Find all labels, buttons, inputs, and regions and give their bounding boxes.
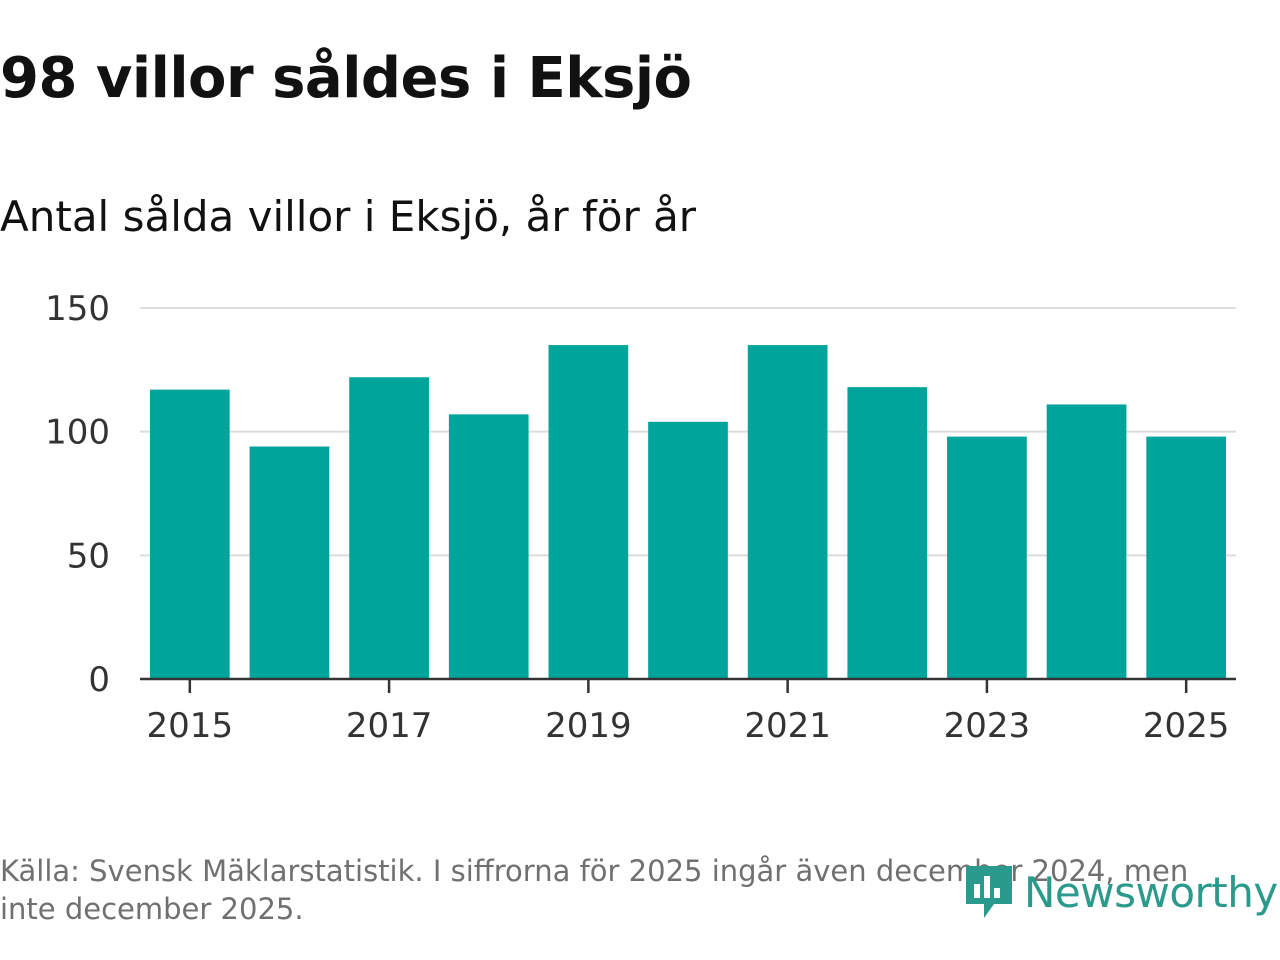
bar-2024 (1046, 404, 1127, 679)
bar-2019 (548, 345, 629, 679)
bars (149, 345, 1227, 679)
bar-2023 (947, 436, 1027, 679)
x-tick-label: 2023 (944, 706, 1031, 746)
x-tick-label: 2021 (744, 706, 831, 746)
bar-chart: 0 50 100 150 2015 2017 2019 2021 2023 2025 (45, 289, 1236, 746)
y-tick-label: 50 (67, 536, 110, 576)
newsworthy-logo-icon (966, 866, 1012, 918)
chart-title: 98 villor såldes i Eksjö (0, 46, 692, 111)
y-tick-label: 100 (45, 413, 110, 453)
logo-text: Newsworthy (1024, 867, 1278, 917)
tick-labels: 0 50 100 150 2015 2017 2019 2021 2023 2025 (45, 289, 1229, 746)
bar-2016 (249, 446, 330, 679)
x-tick-label: 2017 (346, 706, 433, 746)
bar-2025 (1146, 436, 1227, 679)
bar-2020 (648, 421, 728, 679)
x-tick-label: 2015 (147, 706, 234, 746)
x-tick-label: 2019 (545, 706, 632, 746)
bar-2021 (747, 345, 828, 679)
bar-2017 (349, 377, 429, 679)
x-tick-label: 2025 (1143, 706, 1230, 746)
chart-subtitle: Antal sålda villor i Eksjö, år för år (0, 192, 697, 241)
newsworthy-logo: Newsworthy (962, 862, 1278, 922)
bar-2022 (847, 387, 928, 679)
bar-2015 (149, 389, 230, 679)
y-tick-label: 0 (88, 660, 110, 700)
y-tick-label: 150 (45, 289, 110, 329)
bar-2018 (448, 414, 529, 679)
axes (140, 677, 1236, 693)
